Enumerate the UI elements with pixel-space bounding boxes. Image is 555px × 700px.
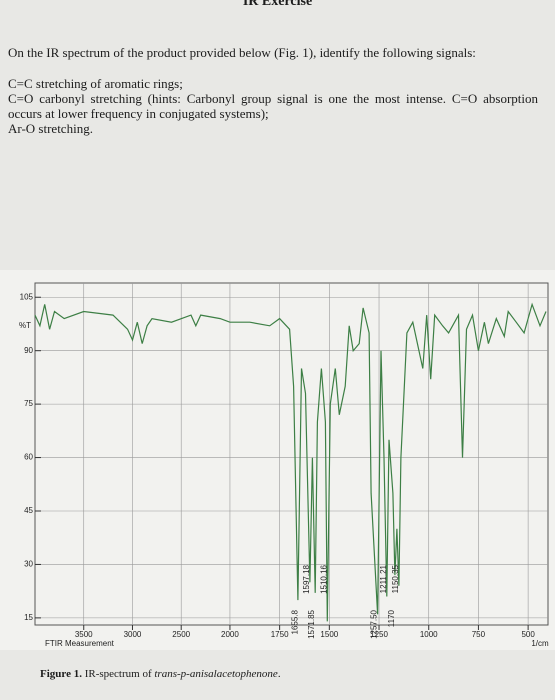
item-list: C=C stretching of aromatic rings; C=O ca… xyxy=(8,76,538,136)
peak-label: 1150.35 xyxy=(391,564,400,593)
caption: Figure 1. IR-spectrum of trans-p-anisala… xyxy=(40,668,281,680)
title: IR Exercise xyxy=(242,0,313,9)
chart: 105 90 75 60 45 30 15 3500 3000 2500 2000 1750 1500 1… xyxy=(0,270,555,650)
y-tick-label: 90 xyxy=(24,346,33,355)
x-tick-label: 500 xyxy=(521,630,535,639)
x-tick-label: 3500 xyxy=(75,630,93,639)
prompt: On the IR spectrum of the product provid… xyxy=(8,45,476,60)
peak-label: 1211.21 xyxy=(379,564,388,593)
x-tick-label: 2500 xyxy=(172,630,190,639)
peak-label: 1571.85 xyxy=(307,609,316,638)
item: Ar-O stretching. xyxy=(8,121,93,136)
x-tick-label: 2000 xyxy=(221,630,239,639)
item: C=C stretching of aromatic rings; xyxy=(8,76,183,91)
caption-text: IR-spectrum of xyxy=(84,668,152,680)
x-tick-label: 750 xyxy=(472,630,486,639)
caption-end: . xyxy=(277,668,281,680)
y-tick-label: 15 xyxy=(24,613,33,622)
x-tick-label: 1000 xyxy=(420,630,438,639)
y-tick-label: 45 xyxy=(24,506,33,515)
x-tick-label: 1750 xyxy=(271,630,289,639)
peak-label: 1170 xyxy=(387,609,396,627)
item: C=O carbonyl stretching (hints: Carbonyl… xyxy=(8,91,538,121)
caption-italic: trans-p-anisalacetophenone xyxy=(154,668,278,680)
peak-label: 1655.8 xyxy=(290,609,299,634)
y-axis-label: %T xyxy=(19,321,31,330)
peak-label: 1510.16 xyxy=(319,564,328,593)
y-tick-label: 105 xyxy=(20,292,34,301)
y-tick-label: 60 xyxy=(24,453,33,462)
footer: FTIR Measurement xyxy=(45,639,115,648)
x-tick-label: 1250 xyxy=(370,630,388,639)
x-axis-label: 1/cm xyxy=(531,639,549,648)
x-tick-label: 1500 xyxy=(320,630,338,639)
y-tick-label: 30 xyxy=(24,560,33,569)
peak-label: 1257.50 xyxy=(370,609,379,638)
x-tick-label: 3000 xyxy=(124,630,142,639)
spectrum xyxy=(34,302,547,622)
peak-label: 1597.18 xyxy=(302,564,311,593)
chart-bg xyxy=(0,270,555,650)
plot-frame xyxy=(34,282,549,626)
y-tick-label: 75 xyxy=(24,399,33,408)
caption-label: Figure 1. xyxy=(40,668,82,680)
